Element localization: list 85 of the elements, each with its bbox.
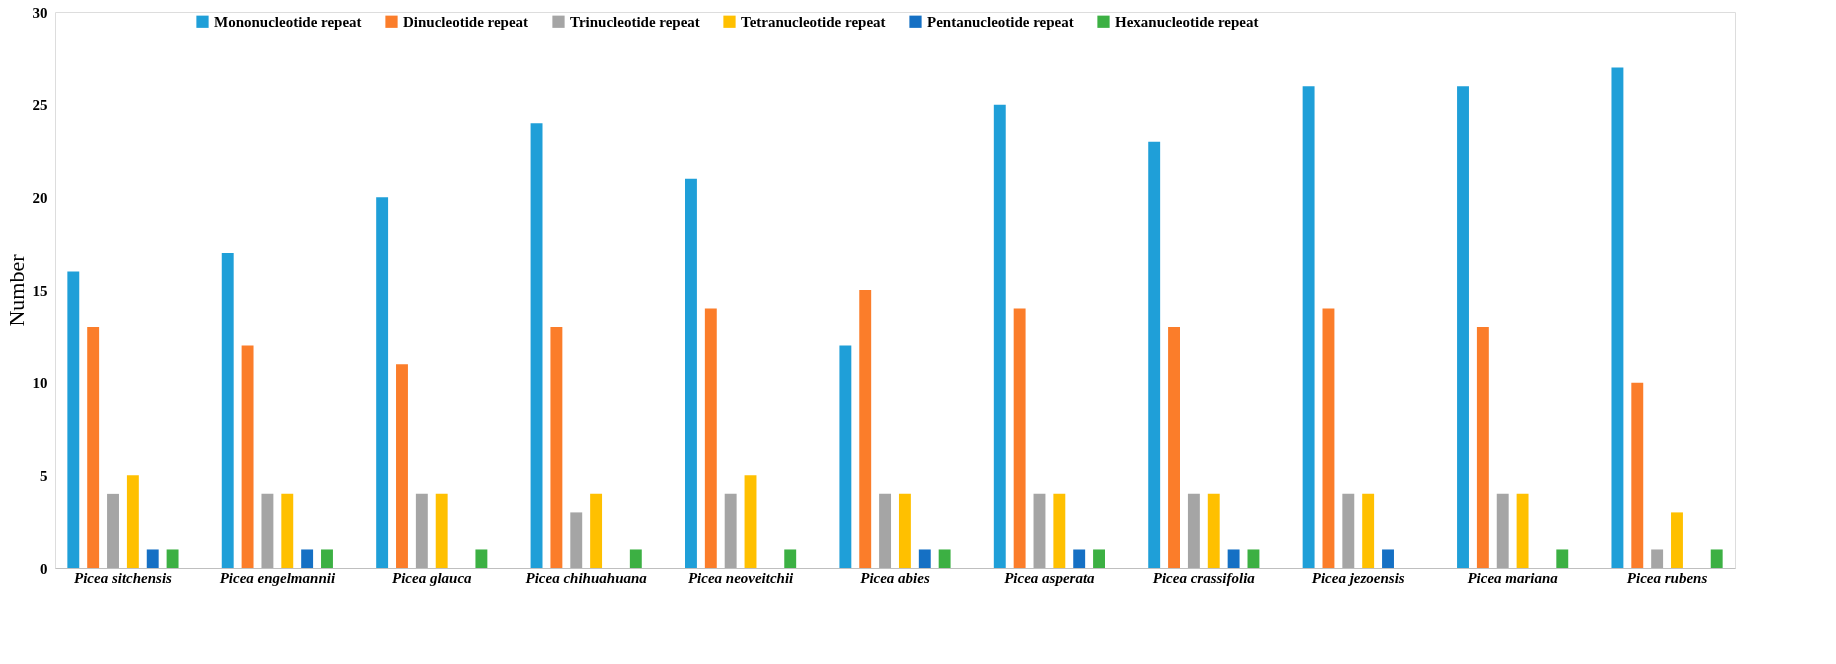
bar: [859, 290, 872, 568]
bar: [704, 308, 717, 568]
bar: [1611, 67, 1624, 568]
x-tick-label: Picea sitchensis: [73, 569, 173, 586]
bar: [396, 364, 408, 568]
bar: [629, 549, 642, 568]
x-tick-label: Picea glauca: [391, 569, 473, 586]
bar: [1457, 86, 1469, 568]
y-tick-label: 10: [32, 375, 48, 392]
y-axis-title: Number: [3, 253, 29, 327]
bar: [784, 549, 797, 568]
bar: [67, 271, 80, 568]
bar: [550, 327, 563, 568]
bar: [1342, 493, 1355, 568]
bar: [839, 345, 852, 568]
bar: [166, 549, 179, 568]
bar: [938, 549, 951, 568]
bar: [415, 493, 428, 568]
x-tick-label: Picea jezoensis: [1311, 569, 1405, 586]
bar: [1710, 549, 1723, 568]
bar: [1322, 308, 1335, 568]
bar: [241, 345, 254, 568]
bar: [281, 493, 294, 568]
bar: [1013, 308, 1026, 568]
legend-label: Hexanucleotide repeat: [1115, 13, 1259, 30]
bar: [1556, 549, 1569, 568]
bar: [1671, 512, 1683, 568]
x-tick-label: Picea neoveitchii: [687, 569, 795, 586]
bar: [376, 197, 389, 568]
bar: [879, 493, 892, 568]
bar: [1053, 493, 1066, 568]
bar: [1382, 549, 1394, 568]
bar: [1148, 141, 1161, 568]
x-tick-label: Picea crassifolia: [1152, 569, 1256, 586]
bar: [744, 475, 757, 568]
legend-label: Mononucleotide repeat: [214, 13, 362, 30]
legend-label: Tetranucleotide repeat: [741, 13, 886, 30]
bar: [1496, 493, 1509, 568]
x-tick-label: Picea chihuahuana: [525, 569, 648, 586]
x-tick-label: Picea engelmannii: [219, 569, 336, 586]
y-tick-label: 30: [32, 4, 48, 21]
bar: [321, 549, 333, 568]
bar: [1247, 549, 1260, 568]
bar: [221, 252, 234, 568]
bar: [1033, 493, 1046, 568]
x-tick-label: Picea mariana: [1467, 569, 1559, 586]
bar: [475, 549, 488, 568]
bar: [1302, 86, 1315, 568]
bar: [1207, 493, 1220, 568]
bar: [1187, 493, 1200, 568]
bar: [1168, 327, 1180, 568]
y-tick-label: 0: [40, 560, 48, 577]
bar: [570, 512, 583, 568]
legend-label: Dinucleotide repeat: [403, 13, 529, 30]
bar: [530, 123, 543, 568]
bar: [261, 493, 274, 568]
bar: [435, 493, 448, 568]
bar: [590, 493, 603, 568]
bar: [1631, 382, 1644, 568]
legend-label: Trinucleotide repeat: [570, 13, 700, 30]
bar: [1476, 327, 1489, 568]
bar: [1073, 549, 1086, 568]
x-tick-label: Picea rubens: [1626, 569, 1708, 586]
y-tick-label: 25: [32, 97, 48, 114]
bar: [301, 549, 314, 568]
bar: [685, 178, 697, 568]
bar: [993, 104, 1006, 568]
bar: [1227, 549, 1240, 568]
bar: [724, 493, 737, 568]
bar: [126, 475, 139, 568]
bar: [1362, 493, 1375, 568]
bar: [87, 327, 100, 568]
bar: [898, 493, 911, 568]
legend-label: Pentanucleotide repeat: [927, 13, 1074, 30]
y-tick-label: 5: [40, 467, 48, 484]
y-tick-label: 20: [32, 189, 48, 206]
x-tick-label: Picea asperata: [1004, 569, 1096, 586]
bar: [146, 549, 159, 568]
x-tick-label: Picea abies: [860, 569, 930, 586]
bar: [1093, 549, 1105, 568]
y-tick-label: 15: [32, 282, 48, 299]
bar: [107, 493, 119, 568]
bar: [1651, 549, 1664, 568]
bar: [1516, 493, 1529, 568]
bar: [918, 549, 931, 568]
